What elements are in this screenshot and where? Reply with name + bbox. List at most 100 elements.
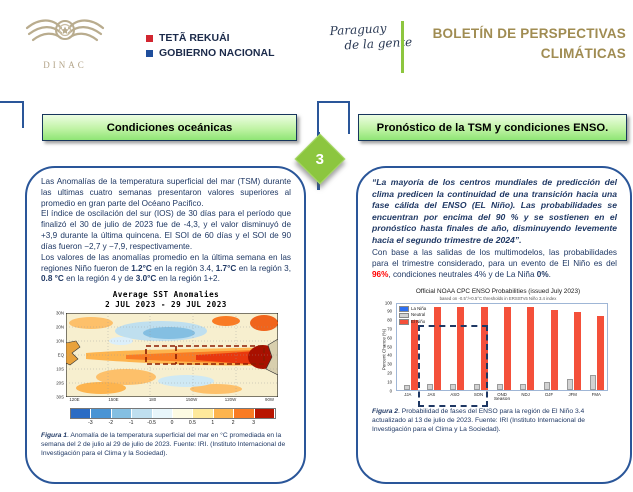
gov-line1-text: TETÃ REKUÁI (159, 32, 230, 44)
bar-el-niño (480, 307, 488, 390)
enso-probability-chart: Official NOAA CPC ENSO Probabilities (is… (372, 287, 624, 407)
colorbar-cell (91, 409, 112, 418)
chart-y-tick: 10 (387, 379, 392, 385)
step-number: 3 (315, 150, 325, 168)
map-lon-label: 150E (108, 397, 119, 402)
legend-swatch (399, 312, 409, 319)
chart-x-label: ASO (450, 391, 460, 397)
neutral-probability: 4% (474, 269, 487, 279)
enso-body: Con base a las salidas de los multimodel… (372, 248, 617, 279)
chart-y-tick: 80 (387, 317, 392, 323)
map-lon-label: 120W (224, 397, 237, 402)
bar-el-niño (573, 312, 581, 390)
chart-x-label: NDJ (521, 391, 530, 397)
chart-x-label: SON (473, 391, 484, 397)
map-colorbar-ticks: -3 -2 -1 -0.5 0 0.5 1 2 3 (70, 419, 274, 427)
section-title-oceanic: Condiciones oceánicas (42, 114, 297, 141)
bar-el-niño (433, 307, 441, 390)
chart-y-tick: 60 (387, 335, 392, 341)
paragraph-3: Los valores de las anomalías promedio en… (41, 252, 291, 284)
section-title-enso: Pronóstico de la TSM y condiciones ENSO. (358, 114, 627, 141)
legend-label: El Niño (411, 318, 426, 324)
chart-y-tick: 20 (387, 370, 392, 376)
map-lon-axis: 120E 150E 180 150W 120W 90W (66, 397, 278, 404)
enso-quote: “La mayoría de los centros mundiales de … (372, 177, 617, 245)
header-divider (401, 21, 404, 73)
bar-el-niño (410, 319, 418, 390)
map-lon-label: 150W (185, 397, 198, 402)
figure2-label: Figura 2 (372, 407, 399, 415)
chart-x-label: JJA (404, 391, 412, 397)
colorbar-tick: 0.5 (188, 420, 196, 426)
bar-neutral (590, 374, 597, 390)
sst-anomaly-map (66, 313, 278, 397)
map-lat-label: 30N (55, 310, 64, 316)
colorbar-tick: 2 (231, 420, 235, 426)
chart-x-label: OND (497, 391, 507, 397)
map-lat-label: 20N (55, 324, 64, 330)
bar-el-niño (597, 316, 605, 390)
bar-neutral (473, 384, 480, 390)
bar-group (537, 304, 560, 390)
colorbar-cell (71, 409, 92, 418)
el-nino-probability: 96% (372, 269, 389, 279)
chart-legend: La Niña Neutral El Niño (399, 306, 426, 326)
legend-swatch (399, 319, 409, 325)
chart-x-axis-label: Season (493, 396, 511, 402)
chart-y-tick: 70 (387, 326, 392, 332)
red-square-icon (146, 35, 153, 43)
map-title-line1: Average SST Anomalies (112, 290, 220, 300)
section-title-oceanic-text: Condiciones oceánicas (106, 121, 233, 134)
colorbar-tick: -2 (108, 420, 114, 426)
chart-y-tick: 40 (387, 352, 392, 358)
bar-neutral (403, 385, 410, 390)
dinac-wordmark: DINAC (43, 60, 87, 70)
colorbar-cell (254, 409, 276, 418)
oceanic-paragraphs: Las Anomalías de la temperatura superfic… (41, 177, 291, 285)
gov-line-1: TETÃ REKUÁI (146, 31, 275, 46)
enso-forecast-panel: “La mayoría de los centros mundiales de … (356, 166, 632, 484)
bar-group (444, 304, 467, 390)
bar-group (467, 304, 490, 390)
colorbar-tick: -1 (128, 420, 134, 426)
chart-plot-area (396, 302, 608, 391)
bar-group (584, 304, 607, 390)
anomaly-value-nino4: 0.8 °C (41, 274, 64, 284)
colorbar-cell (111, 409, 133, 418)
colorbar-tick: -3 (88, 420, 93, 426)
gov-line2-text: GOBIERNO NACIONAL (159, 47, 275, 60)
bar-group (560, 304, 583, 390)
bar-group (514, 304, 537, 390)
chart-y-tick: 90 (387, 308, 392, 314)
connector-middle-bracket (317, 101, 350, 134)
colorbar-cell (213, 409, 235, 418)
blue-square-icon (146, 50, 153, 58)
chart-y-axis-label: Percent Chance (%) (381, 328, 387, 370)
chart-y-tick: 0 (389, 388, 392, 394)
bar-group (420, 304, 443, 390)
chart-y-tick: 100 (384, 300, 392, 306)
chart-x-label: DJF (545, 391, 554, 397)
bar-group (490, 304, 513, 390)
chart-x-label: JFM (568, 391, 577, 397)
section-title-enso-text: Pronóstico de la TSM y condiciones ENSO. (376, 121, 609, 134)
legend-row: Neutral (399, 312, 426, 319)
colorbar-cell (132, 409, 153, 418)
chart-plot-wrap: Percent Chance (%) 0 10 20 30 40 50 60 70 80 90 10… (382, 300, 608, 407)
oceanic-conditions-panel: Las Anomalías de la temperatura superfic… (25, 166, 306, 484)
map-lat-label: 30S (56, 394, 64, 400)
bar-el-niño (457, 307, 465, 390)
anomaly-value-nino3: 1.7°C (215, 263, 237, 273)
colorbar-tick: 0 (170, 420, 174, 426)
legend-row: La Niña (399, 306, 426, 313)
sst-map-area: 30N 20N 10N EQ 10S 20S 30S (56, 311, 278, 400)
chart-x-labels: JJA JAS ASO SON OND NDJ DJF JFM FMA (396, 391, 608, 397)
map-title-line2: 2 JUL 2023 - 29 JUL 2023 (105, 300, 227, 310)
dinac-wings-icon (25, 19, 105, 42)
legend-swatch (399, 306, 409, 312)
chart-title: Official NOAA CPC ENSO Probabilities (is… (415, 287, 581, 295)
map-lat-label: EQ (57, 352, 64, 358)
colorbar-tick: 1 (211, 420, 215, 426)
chart-y-tick: 30 (387, 361, 392, 367)
